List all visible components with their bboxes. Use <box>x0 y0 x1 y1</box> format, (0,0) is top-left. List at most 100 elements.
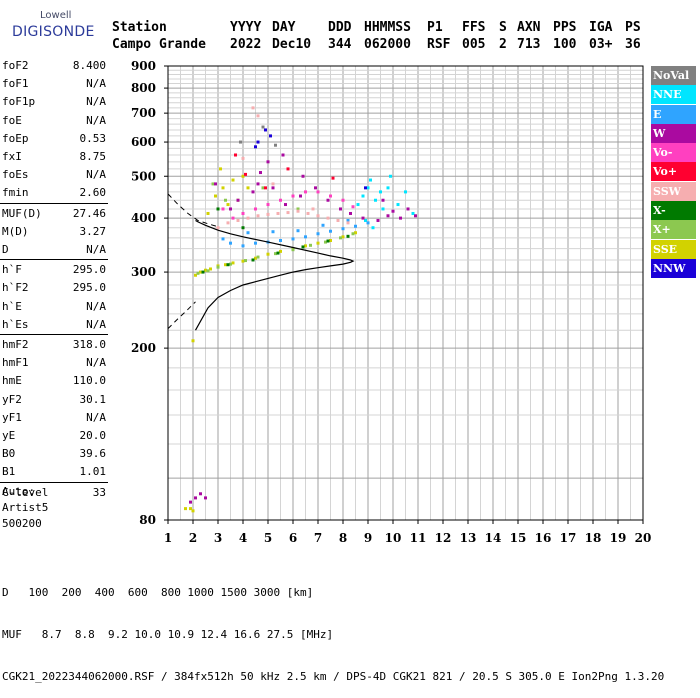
param-label: foF1 <box>2 77 29 91</box>
x-tick-label: 6 <box>289 531 297 545</box>
echo-point-w <box>326 198 330 202</box>
echo-point-w <box>376 218 380 222</box>
param-value: N/A <box>86 317 106 331</box>
echo-point-sse <box>254 256 257 260</box>
echo-point-nnw <box>264 128 267 132</box>
echo-point-x <box>276 251 280 255</box>
echo-point-sse <box>304 244 307 248</box>
param-label: fmin <box>2 186 29 200</box>
header-label-axn: AXN <box>517 20 541 35</box>
echo-point-ssw <box>316 214 320 218</box>
x-tick-label: 14 <box>485 531 502 545</box>
echo-point-nne <box>404 190 407 194</box>
echo-point-e <box>291 237 295 241</box>
echo-point-sse <box>191 339 195 343</box>
echo-point-ssw <box>296 209 300 213</box>
y-tick-label: 80 <box>139 513 156 527</box>
echo-point-x <box>226 263 230 267</box>
header-label-p1: P1 <box>427 20 443 35</box>
y-tick-label: 800 <box>131 81 156 95</box>
echo-point-ssw <box>256 114 260 118</box>
legend-item-e: E <box>651 104 696 124</box>
param-row-group1: foEp 0.53 <box>2 131 106 147</box>
echo-point-sse <box>279 249 282 253</box>
param-row-group4: hmE 110.0 <box>2 373 106 389</box>
echo-point-e <box>316 232 320 236</box>
header-value-station: Campo Grande <box>112 37 206 52</box>
echo-point-x <box>339 236 342 240</box>
polarization-legend: NoVal NNE E W Vo- Vo+ SSW X- X+ SSE NNW <box>651 66 696 278</box>
echo-point-w <box>314 186 317 190</box>
footer-info: D 100 200 400 600 800 1000 1500 3000 [km… <box>2 558 664 698</box>
echo-point-nne <box>389 174 392 178</box>
param-row-group5: C-level 33 <box>2 485 106 501</box>
y-tick-label: 900 <box>131 59 156 73</box>
echo-point-w <box>361 216 365 220</box>
param-row-group4: B1 1.01 <box>2 464 106 480</box>
x-tick-label: 16 <box>535 531 552 545</box>
echo-point-x <box>324 240 327 244</box>
param-label: M(D) <box>2 224 29 238</box>
echo-point-ssw <box>311 207 315 211</box>
echo-point-vo <box>316 190 320 194</box>
echo-point-x <box>196 271 200 275</box>
echo-point-ssw <box>306 211 310 215</box>
footer-muf-values: 8.7 8.8 9.2 10.0 10.9 12.4 16.6 27.5 <box>21 628 294 641</box>
param-value: 33 <box>92 485 106 499</box>
footer-d-unit: [km] <box>286 586 314 599</box>
header-label-doy: DDD <box>328 20 352 35</box>
echo-point-sse <box>204 268 207 272</box>
echo-point-e <box>366 221 370 225</box>
echo-point-w <box>349 211 352 215</box>
header-value-ffs: 005 <box>462 37 486 52</box>
echo-point-sse <box>226 203 230 207</box>
echo-point-x <box>201 270 205 274</box>
echo-point-e <box>296 229 300 233</box>
footer-muf-row: MUF 8.7 8.8 9.2 10.0 10.9 12.4 16.6 27.5… <box>2 628 664 642</box>
y-tick-label: 200 <box>131 341 156 355</box>
echo-point-vo <box>286 167 290 171</box>
echo-point-w <box>381 198 385 202</box>
echo-point-x <box>229 262 232 266</box>
echo-point-x <box>244 259 247 263</box>
param-label: yF1 <box>2 410 22 424</box>
echo-point-ssw <box>216 226 220 230</box>
echo-point-sse <box>191 509 195 513</box>
legend-item-vo: Vo+ <box>651 162 696 182</box>
legend-item-nne: NNE <box>651 85 696 105</box>
autoscaling-info: Auto: Artist5 500200 <box>2 484 48 532</box>
param-row-group4: yF2 30.1 <box>2 392 106 408</box>
legend-item-sse: SSE <box>651 239 696 259</box>
echo-point-vo <box>329 194 332 198</box>
echo-point-x <box>301 245 305 249</box>
param-row-group3: h`F2 295.0 <box>2 280 106 296</box>
echo-point-w <box>281 153 285 157</box>
echo-point-w <box>301 174 305 178</box>
param-label: h`Es <box>2 317 29 331</box>
echo-point-vo <box>231 216 235 220</box>
param-label: D <box>2 243 9 256</box>
param-row-group4: B0 39.6 <box>2 446 106 462</box>
echo-point-sse <box>219 167 222 171</box>
param-value: 295.0 <box>72 281 106 295</box>
echo-point-x <box>351 232 355 236</box>
param-value: 3.27 <box>79 224 107 238</box>
echo-point-e <box>279 238 282 242</box>
footer-d-values: 100 200 400 600 800 1000 1500 3000 <box>8 586 281 599</box>
param-group-divider <box>0 202 108 204</box>
y-tick-label: 300 <box>131 265 156 279</box>
echo-point-sse <box>241 259 245 263</box>
echo-point-sse <box>329 238 332 242</box>
echo-point-x <box>256 255 260 259</box>
echo-point-vo <box>331 176 335 180</box>
echo-point-vo <box>264 186 267 190</box>
echo-point-sse <box>354 231 357 235</box>
echo-point-nne <box>396 203 400 207</box>
param-row-group2: M(D) 3.27 <box>2 224 106 240</box>
auto-label: Auto: <box>2 485 36 498</box>
param-value: N/A <box>86 410 106 424</box>
echo-point-vo <box>234 153 237 157</box>
param-label: fxI <box>2 150 22 163</box>
echo-point-x <box>261 186 265 190</box>
echo-point-vo <box>291 194 295 198</box>
